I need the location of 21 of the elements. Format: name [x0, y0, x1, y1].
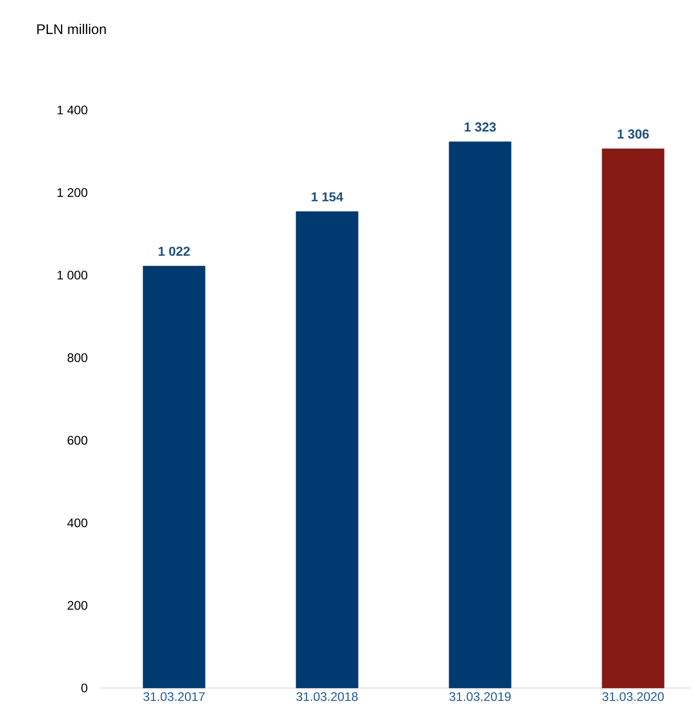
bar [142, 266, 206, 688]
y-tick-label: 800 [68, 353, 88, 362]
bar [448, 142, 512, 688]
x-tick-label: 31.03.2017 [143, 692, 205, 702]
y-tick-label: 0 [81, 684, 88, 692]
x-tick-label: 31.03.2019 [449, 692, 511, 702]
y-tick-label: 1 400 [58, 106, 88, 114]
x-tick-label: 31.03.2020 [602, 692, 664, 702]
y-tick-label: 1 200 [58, 188, 88, 197]
x-tick-label: 31.03.2018 [296, 692, 358, 702]
bar [296, 211, 358, 688]
y-tick-label: 200 [68, 601, 88, 610]
y-tick-label: 400 [67, 518, 88, 528]
data-label: 1 323 [464, 122, 496, 132]
data-label: 1 154 [312, 192, 344, 202]
text: PLN million [37, 24, 106, 34]
data-label: 1 306 [618, 129, 649, 139]
y-tick-label: 1 000 [58, 270, 88, 280]
y-tick-label: 600 [68, 436, 88, 445]
data-label: 1 022 [158, 246, 190, 256]
bar [602, 148, 664, 688]
